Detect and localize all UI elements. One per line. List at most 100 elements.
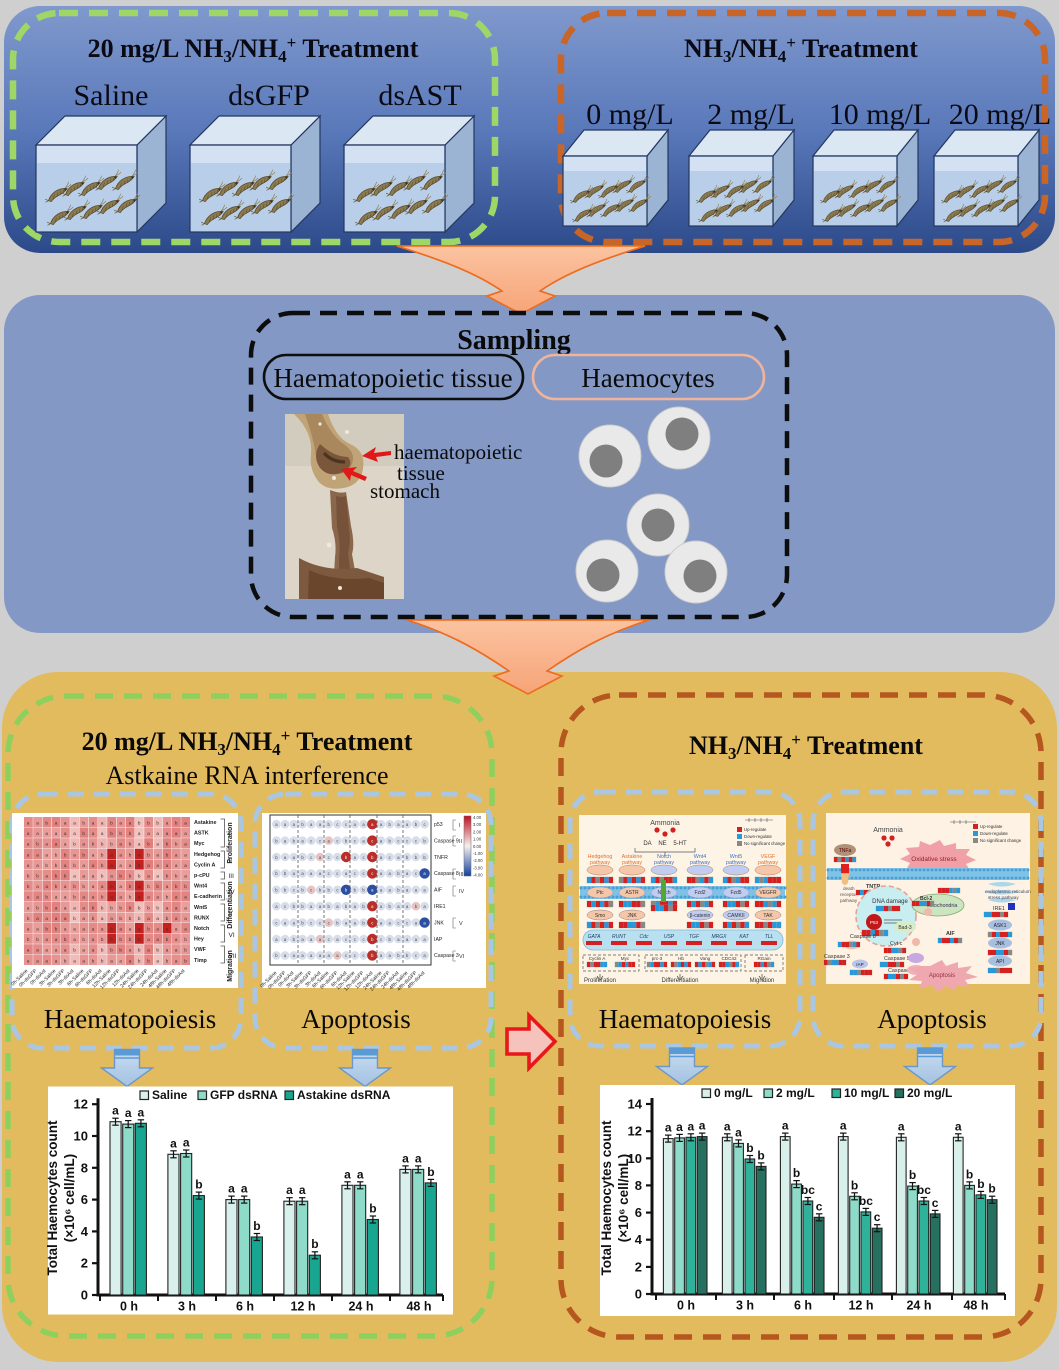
svg-text:VII: VII xyxy=(229,953,237,960)
svg-text:No significant change: No significant change xyxy=(980,838,1022,843)
svg-text:3 h: 3 h xyxy=(178,1300,196,1314)
svg-text:a: a xyxy=(64,884,67,889)
svg-text:b: b xyxy=(301,888,304,893)
svg-text:pathway: pathway xyxy=(590,860,610,866)
svg-text:a: a xyxy=(92,884,95,889)
svg-text:a: a xyxy=(27,948,30,953)
svg-text:b: b xyxy=(92,916,95,921)
svg-text:TNFR: TNFR xyxy=(434,855,448,861)
svg-text:a: a xyxy=(36,884,39,889)
svg-text:b: b xyxy=(184,937,187,942)
svg-text:b: b xyxy=(101,874,104,879)
svg-text:a: a xyxy=(45,842,48,847)
svg-text:a: a xyxy=(184,927,187,932)
svg-text:c: c xyxy=(310,920,312,925)
svg-text:a: a xyxy=(101,821,104,826)
svg-text:MRGX: MRGX xyxy=(712,934,728,940)
svg-text:Proliferation: Proliferation xyxy=(584,978,616,984)
svg-text:a: a xyxy=(380,822,383,827)
svg-text:Differentiation: Differentiation xyxy=(662,978,699,984)
svg-text:a: a xyxy=(275,904,278,909)
svg-text:a: a xyxy=(147,948,150,953)
svg-text:2: 2 xyxy=(635,1259,642,1274)
svg-text:Hedgehog: Hedgehog xyxy=(588,854,613,860)
svg-text:48 h: 48 h xyxy=(963,1299,988,1313)
svg-text:a: a xyxy=(36,948,39,953)
svg-text:a: a xyxy=(119,863,122,868)
svg-text:a: a xyxy=(357,1167,364,1181)
svg-text:a: a xyxy=(402,1151,409,1165)
svg-text:24 h: 24 h xyxy=(348,1300,373,1314)
svg-text:6 h: 6 h xyxy=(236,1300,254,1314)
svg-text:b: b xyxy=(345,838,348,843)
svg-text:Smo: Smo xyxy=(595,913,606,919)
svg-text:a: a xyxy=(73,927,76,932)
svg-text:Down-regulate: Down-regulate xyxy=(744,834,773,839)
svg-text:b: b xyxy=(757,1148,764,1162)
svg-text:VI: VI xyxy=(459,954,465,960)
svg-text:b: b xyxy=(301,855,304,860)
svg-text:b: b xyxy=(345,855,348,860)
svg-text:b: b xyxy=(147,852,150,857)
svg-text:a: a xyxy=(82,948,85,953)
svg-text:ASTK: ASTK xyxy=(194,831,209,837)
svg-text:20 mg/L: 20 mg/L xyxy=(949,98,1052,131)
svg-text:a: a xyxy=(36,821,39,826)
svg-text:b: b xyxy=(415,822,418,827)
svg-text:24 h: 24 h xyxy=(906,1299,931,1313)
svg-text:b: b xyxy=(101,852,104,857)
svg-text:a: a xyxy=(156,927,159,932)
svg-text:a: a xyxy=(406,904,409,909)
svg-text:c: c xyxy=(371,920,373,925)
svg-text:a: a xyxy=(119,852,122,857)
svg-text:b: b xyxy=(138,821,141,826)
svg-text:b: b xyxy=(138,863,141,868)
svg-text:c: c xyxy=(310,855,312,860)
svg-text:VWF: VWF xyxy=(194,947,207,953)
svg-text:a: a xyxy=(336,904,339,909)
svg-text:b: b xyxy=(156,821,159,826)
svg-text:a: a xyxy=(73,937,76,942)
svg-text:b: b xyxy=(73,842,76,847)
svg-text:b: b xyxy=(110,948,113,953)
svg-text:b: b xyxy=(389,822,392,827)
svg-text:a: a xyxy=(389,953,392,958)
svg-text:4: 4 xyxy=(635,1232,643,1247)
svg-text:a: a xyxy=(166,831,169,836)
svg-text:c: c xyxy=(406,838,408,843)
svg-text:a: a xyxy=(156,863,159,868)
svg-text:a: a xyxy=(27,863,30,868)
svg-text:4: 4 xyxy=(81,1224,89,1239)
svg-text:a: a xyxy=(362,822,365,827)
svg-text:a: a xyxy=(293,822,296,827)
svg-text:c: c xyxy=(319,920,321,925)
svg-text:GATA: GATA xyxy=(588,934,602,940)
svg-text:-1.00: -1.00 xyxy=(473,851,483,856)
svg-text:Apoptosis: Apoptosis xyxy=(929,973,955,979)
svg-text:a: a xyxy=(423,953,426,958)
svg-text:a: a xyxy=(45,916,48,921)
svg-text:TNTR: TNTR xyxy=(866,884,880,890)
svg-text:IV: IV xyxy=(229,889,236,896)
svg-text:a: a xyxy=(319,953,322,958)
svg-text:b: b xyxy=(45,927,48,932)
svg-text:Cyclin A: Cyclin A xyxy=(589,956,607,961)
svg-text:a: a xyxy=(129,948,132,953)
svg-text:stomach: stomach xyxy=(370,479,440,503)
svg-text:b: b xyxy=(73,863,76,868)
svg-text:a: a xyxy=(55,916,58,921)
svg-text:a: a xyxy=(45,874,48,879)
svg-text:b: b xyxy=(27,884,30,889)
svg-text:b: b xyxy=(293,838,296,843)
svg-text:b: b xyxy=(45,863,48,868)
svg-text:a: a xyxy=(389,920,392,925)
svg-text:a: a xyxy=(73,852,76,857)
svg-text:a: a xyxy=(275,822,278,827)
svg-text:c: c xyxy=(354,871,356,876)
svg-text:a: a xyxy=(64,927,67,932)
svg-text:0 mg/L: 0 mg/L xyxy=(586,98,674,131)
svg-text:a: a xyxy=(73,831,76,836)
svg-text:a: a xyxy=(955,1119,962,1133)
svg-text:b: b xyxy=(166,937,169,942)
svg-text:b: b xyxy=(275,953,278,958)
